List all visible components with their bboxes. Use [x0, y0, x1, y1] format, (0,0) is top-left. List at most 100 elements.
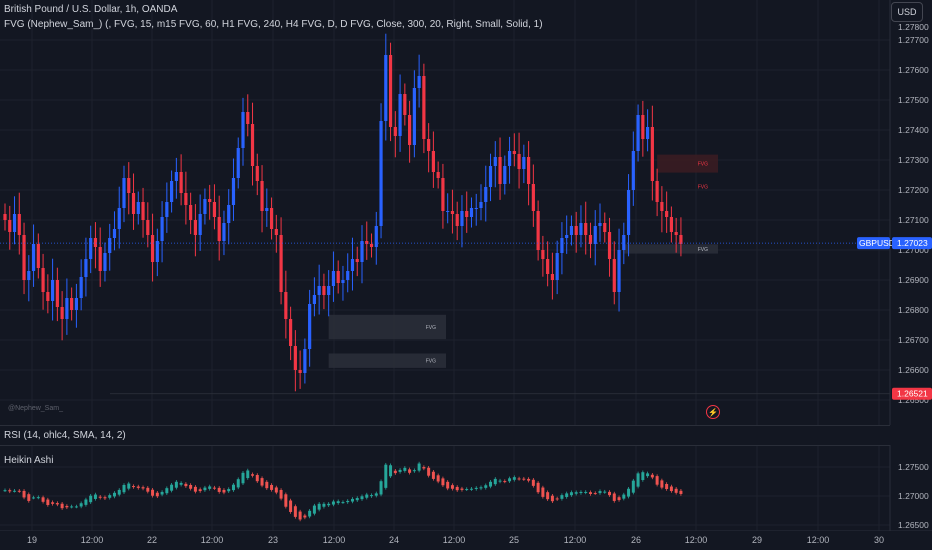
current-price-tag	[892, 237, 932, 250]
ha-candle	[403, 467, 407, 471]
candle-body	[626, 190, 631, 235]
ha-axis-bg	[890, 445, 932, 531]
rsi-pane-label[interactable]: RSI (14, ohlc4, SMA, 14, 2)	[4, 430, 126, 441]
candle-body	[436, 172, 440, 178]
ha-candle	[436, 475, 440, 482]
ha-candle	[608, 491, 612, 496]
candle-body	[27, 271, 31, 280]
ha-candle	[360, 496, 364, 500]
candle-body	[146, 220, 150, 235]
candle-body	[593, 226, 597, 244]
ha-candle	[374, 493, 378, 496]
ha-candle	[27, 494, 31, 501]
heikin-ashi-pane[interactable]: 1.27500 1.27000 1.26500	[0, 445, 932, 531]
candle-body	[598, 223, 602, 226]
ha-candle	[184, 483, 188, 487]
candle-body	[650, 127, 654, 181]
candle-body	[51, 280, 55, 301]
ha-candle	[569, 492, 573, 496]
ha-candle	[646, 473, 650, 477]
candle-body	[398, 94, 402, 136]
ha-candle	[122, 484, 126, 493]
candle-body	[365, 241, 369, 244]
ha-candle	[193, 486, 197, 492]
pane-divider[interactable]	[0, 425, 890, 426]
candle-body	[84, 259, 88, 277]
candle-body	[669, 217, 673, 232]
ha-candle	[341, 502, 345, 504]
pane-divider[interactable]	[0, 445, 890, 446]
candle-body	[484, 187, 488, 202]
candle-body	[322, 286, 326, 295]
ha-candle	[531, 479, 535, 486]
candle-body	[170, 181, 174, 202]
candle-body	[493, 157, 497, 166]
ha-candle	[398, 469, 402, 472]
ha-candle	[241, 472, 245, 484]
ha-candle	[650, 474, 654, 478]
fvg-zone	[623, 244, 718, 254]
ha-candle	[284, 494, 288, 507]
current-price-label: 1.27023	[897, 238, 928, 248]
ha-candle	[151, 489, 155, 496]
ha-candle	[298, 511, 302, 520]
candle-body	[174, 172, 178, 181]
symbol-title[interactable]: British Pound / U.S. Dollar, 1h, OANDA	[4, 4, 178, 15]
time-tick: 12:00	[81, 535, 104, 545]
fvg-label: FVG	[698, 184, 708, 190]
candle-body	[298, 370, 302, 373]
candle-body	[46, 292, 50, 301]
candle-body	[74, 298, 78, 310]
ha-candle	[312, 505, 316, 514]
candle-body	[550, 274, 554, 280]
ha-candle	[612, 493, 616, 501]
candle-body	[422, 76, 426, 139]
candle-body	[265, 208, 269, 211]
ha-candle	[512, 477, 516, 480]
ha-candle	[231, 484, 235, 491]
ha-candle	[46, 499, 50, 505]
alert-bolt-icon[interactable]: ⚡	[706, 405, 720, 419]
candle-body	[384, 55, 388, 121]
ha-candle	[65, 505, 69, 508]
candle-body	[360, 241, 364, 262]
ha-candle	[93, 494, 97, 499]
candle-body	[588, 235, 593, 244]
fvg-zone	[657, 154, 718, 173]
price-tick: 1.26800	[898, 305, 929, 315]
price-chart[interactable]: FVG FVG FVG FVG FVG 1.27800 1.27700 1.27600 1.27…	[0, 0, 932, 425]
candle-body	[303, 349, 307, 373]
candle-body	[479, 202, 483, 208]
time-tick: 12:00	[807, 535, 830, 545]
ha-candle	[469, 488, 473, 490]
candle-body	[522, 157, 526, 169]
candle-body	[660, 202, 664, 211]
candle-body	[584, 223, 588, 235]
time-tick: 25	[509, 535, 519, 545]
ha-candle	[669, 486, 673, 492]
candle-body	[12, 214, 17, 232]
candle-body	[284, 292, 288, 319]
candle-body	[3, 214, 7, 220]
ha-candle	[236, 479, 240, 488]
heikin-ashi-label[interactable]: Heikin Ashi	[4, 455, 54, 466]
time-tick: 12:00	[564, 535, 587, 545]
ha-candle	[665, 483, 669, 490]
ha-candle	[227, 489, 231, 492]
candle-body	[179, 172, 183, 193]
candle-body	[569, 226, 574, 235]
ha-candle	[450, 485, 454, 489]
ha-candle	[484, 485, 488, 488]
ha-candle	[508, 478, 512, 482]
indicator-legend[interactable]: FVG (Nephew_Sam_) (, FVG, 15, m15 FVG, 6…	[4, 19, 543, 30]
time-axis[interactable]: 19 12:00 22 12:00 23 12:00 24 12:00 25 12:00 26 12:…	[0, 530, 932, 550]
price-tick: 1.27500	[898, 95, 929, 105]
currency-button[interactable]: USD	[891, 2, 923, 22]
ha-candle	[603, 491, 607, 493]
candle-body	[617, 250, 621, 292]
ha-candle	[550, 495, 554, 502]
ha-candle	[655, 476, 659, 485]
fvg-label: FVG	[698, 162, 708, 168]
ha-candle	[222, 489, 226, 493]
ha-candle	[541, 487, 545, 497]
